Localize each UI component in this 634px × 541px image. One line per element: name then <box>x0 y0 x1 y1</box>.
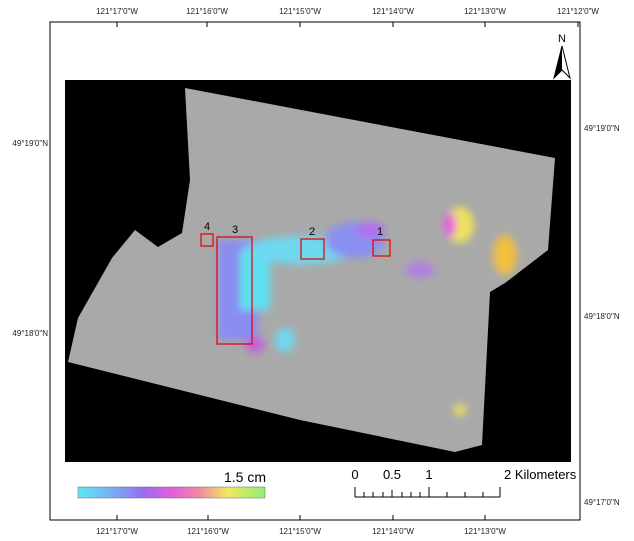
coord-label: 121°16'0"W <box>187 527 229 536</box>
coord-label: 121°16'0"W <box>186 7 228 16</box>
coord-label: 121°13'0"W <box>464 7 506 16</box>
box-label: 3 <box>232 224 238 236</box>
coord-label: 49°18'0"N <box>584 312 620 321</box>
coord-label: 121°14'0"W <box>372 527 414 536</box>
legend-label: 1.5 cm <box>224 469 266 485</box>
north-label: N <box>558 33 566 45</box>
coord-label: 121°14'0"W <box>372 7 414 16</box>
scale-label: 0 <box>351 467 358 482</box>
box-label: 4 <box>204 221 210 233</box>
scale-label: 1 <box>425 467 432 482</box>
coord-label: 121°15'0"W <box>279 7 321 16</box>
coord-label: 121°15'0"W <box>279 527 321 536</box>
map-figure: 1 2 3 4 N 121°17'0"W 121°16'0"W 121°15'0"W… <box>0 0 634 541</box>
legend-colorbar <box>78 487 265 498</box>
coord-label: 121°17'0"W <box>96 7 138 16</box>
coord-label: 121°13'0"W <box>464 527 506 536</box>
box-label: 1 <box>377 226 383 238</box>
box-label: 2 <box>309 226 315 238</box>
coord-label: 49°19'0"N <box>12 139 48 148</box>
coord-label: 121°17'0"W <box>96 527 138 536</box>
coord-label: 49°17'0"N <box>584 498 620 507</box>
coord-label: 49°18'0"N <box>12 329 48 338</box>
scale-label: 2 Kilometers <box>504 467 577 482</box>
scale-label: 0.5 <box>383 467 401 482</box>
coord-label: 49°19'0"N <box>584 124 620 133</box>
coord-label: 121°12'0"W <box>557 7 599 16</box>
